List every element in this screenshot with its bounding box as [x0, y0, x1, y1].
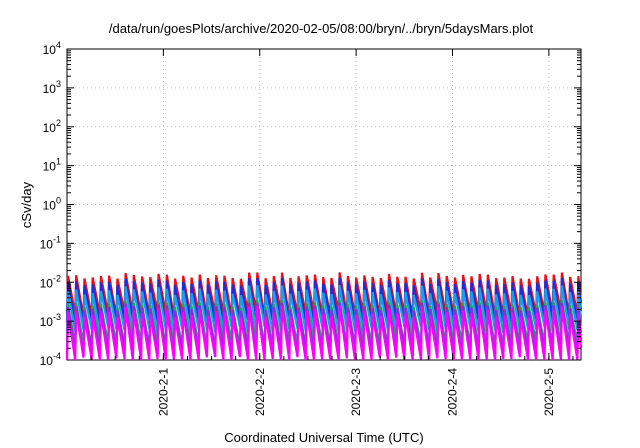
series-line — [65, 284, 583, 334]
y-tick-label: 104 — [43, 40, 61, 57]
y-tick-label: 10-2 — [40, 273, 61, 290]
y-tick-label-base: 10 — [43, 199, 57, 213]
y-tick-label-base: 10 — [43, 160, 57, 174]
y-tick-label-exponent: 3 — [56, 79, 61, 89]
y-tick-label-exponent: -4 — [53, 351, 61, 361]
y-tick-label: 10-4 — [40, 351, 61, 368]
series-group — [65, 272, 583, 361]
x-tick-label: 2020-2-4 — [446, 368, 460, 416]
series-line — [65, 272, 583, 318]
y-tick-label-exponent: -3 — [53, 312, 61, 322]
y-tick-label: 103 — [43, 79, 61, 96]
y-tick-label-base: 10 — [43, 82, 57, 96]
y-tick-label-exponent: -1 — [53, 234, 61, 244]
series-line — [65, 302, 583, 357]
x-tick-label: 2020-2-3 — [349, 368, 363, 416]
y-tick-label-exponent: 4 — [56, 40, 61, 50]
y-tick-label-base: 10 — [43, 43, 57, 57]
y-tick-label-base: 10 — [40, 315, 54, 329]
y-tick-label-exponent: 1 — [56, 157, 61, 167]
y-tick-label-exponent: 0 — [56, 196, 61, 206]
x-tick-label: 2020-2-5 — [542, 368, 556, 416]
y-tick-label: 102 — [43, 118, 61, 135]
y-tick-label-base: 10 — [40, 354, 54, 368]
x-axis-label: Coordinated Universal Time (UTC) — [224, 430, 423, 445]
y-tick-label-base: 10 — [40, 237, 54, 251]
y-tick-label: 10-1 — [40, 234, 61, 251]
y-tick-label: 100 — [43, 196, 61, 213]
y-tick-label: 101 — [43, 157, 61, 174]
series-line — [65, 305, 583, 361]
y-tick-label-base: 10 — [43, 121, 57, 135]
y-tick-label-exponent: 2 — [56, 118, 61, 128]
y-tick-label: 10-3 — [40, 312, 61, 329]
x-tick-label: 2020-2-1 — [156, 368, 170, 416]
series-line — [65, 299, 583, 349]
chart-title: /data/run/goesPlots/archive/2020-02-05/0… — [109, 21, 534, 36]
y-tick-label-exponent: -2 — [53, 273, 61, 283]
x-tick-label: 2020-2-2 — [253, 368, 267, 416]
y-tick-label-base: 10 — [40, 276, 54, 290]
y-axis-label: cSv/day — [19, 181, 34, 228]
x-axis-ticks: 2020-2-1 2020-2-2 2020-2-3 2020-2-4 2020-2-5 — [90, 49, 574, 416]
series-line — [65, 277, 583, 327]
